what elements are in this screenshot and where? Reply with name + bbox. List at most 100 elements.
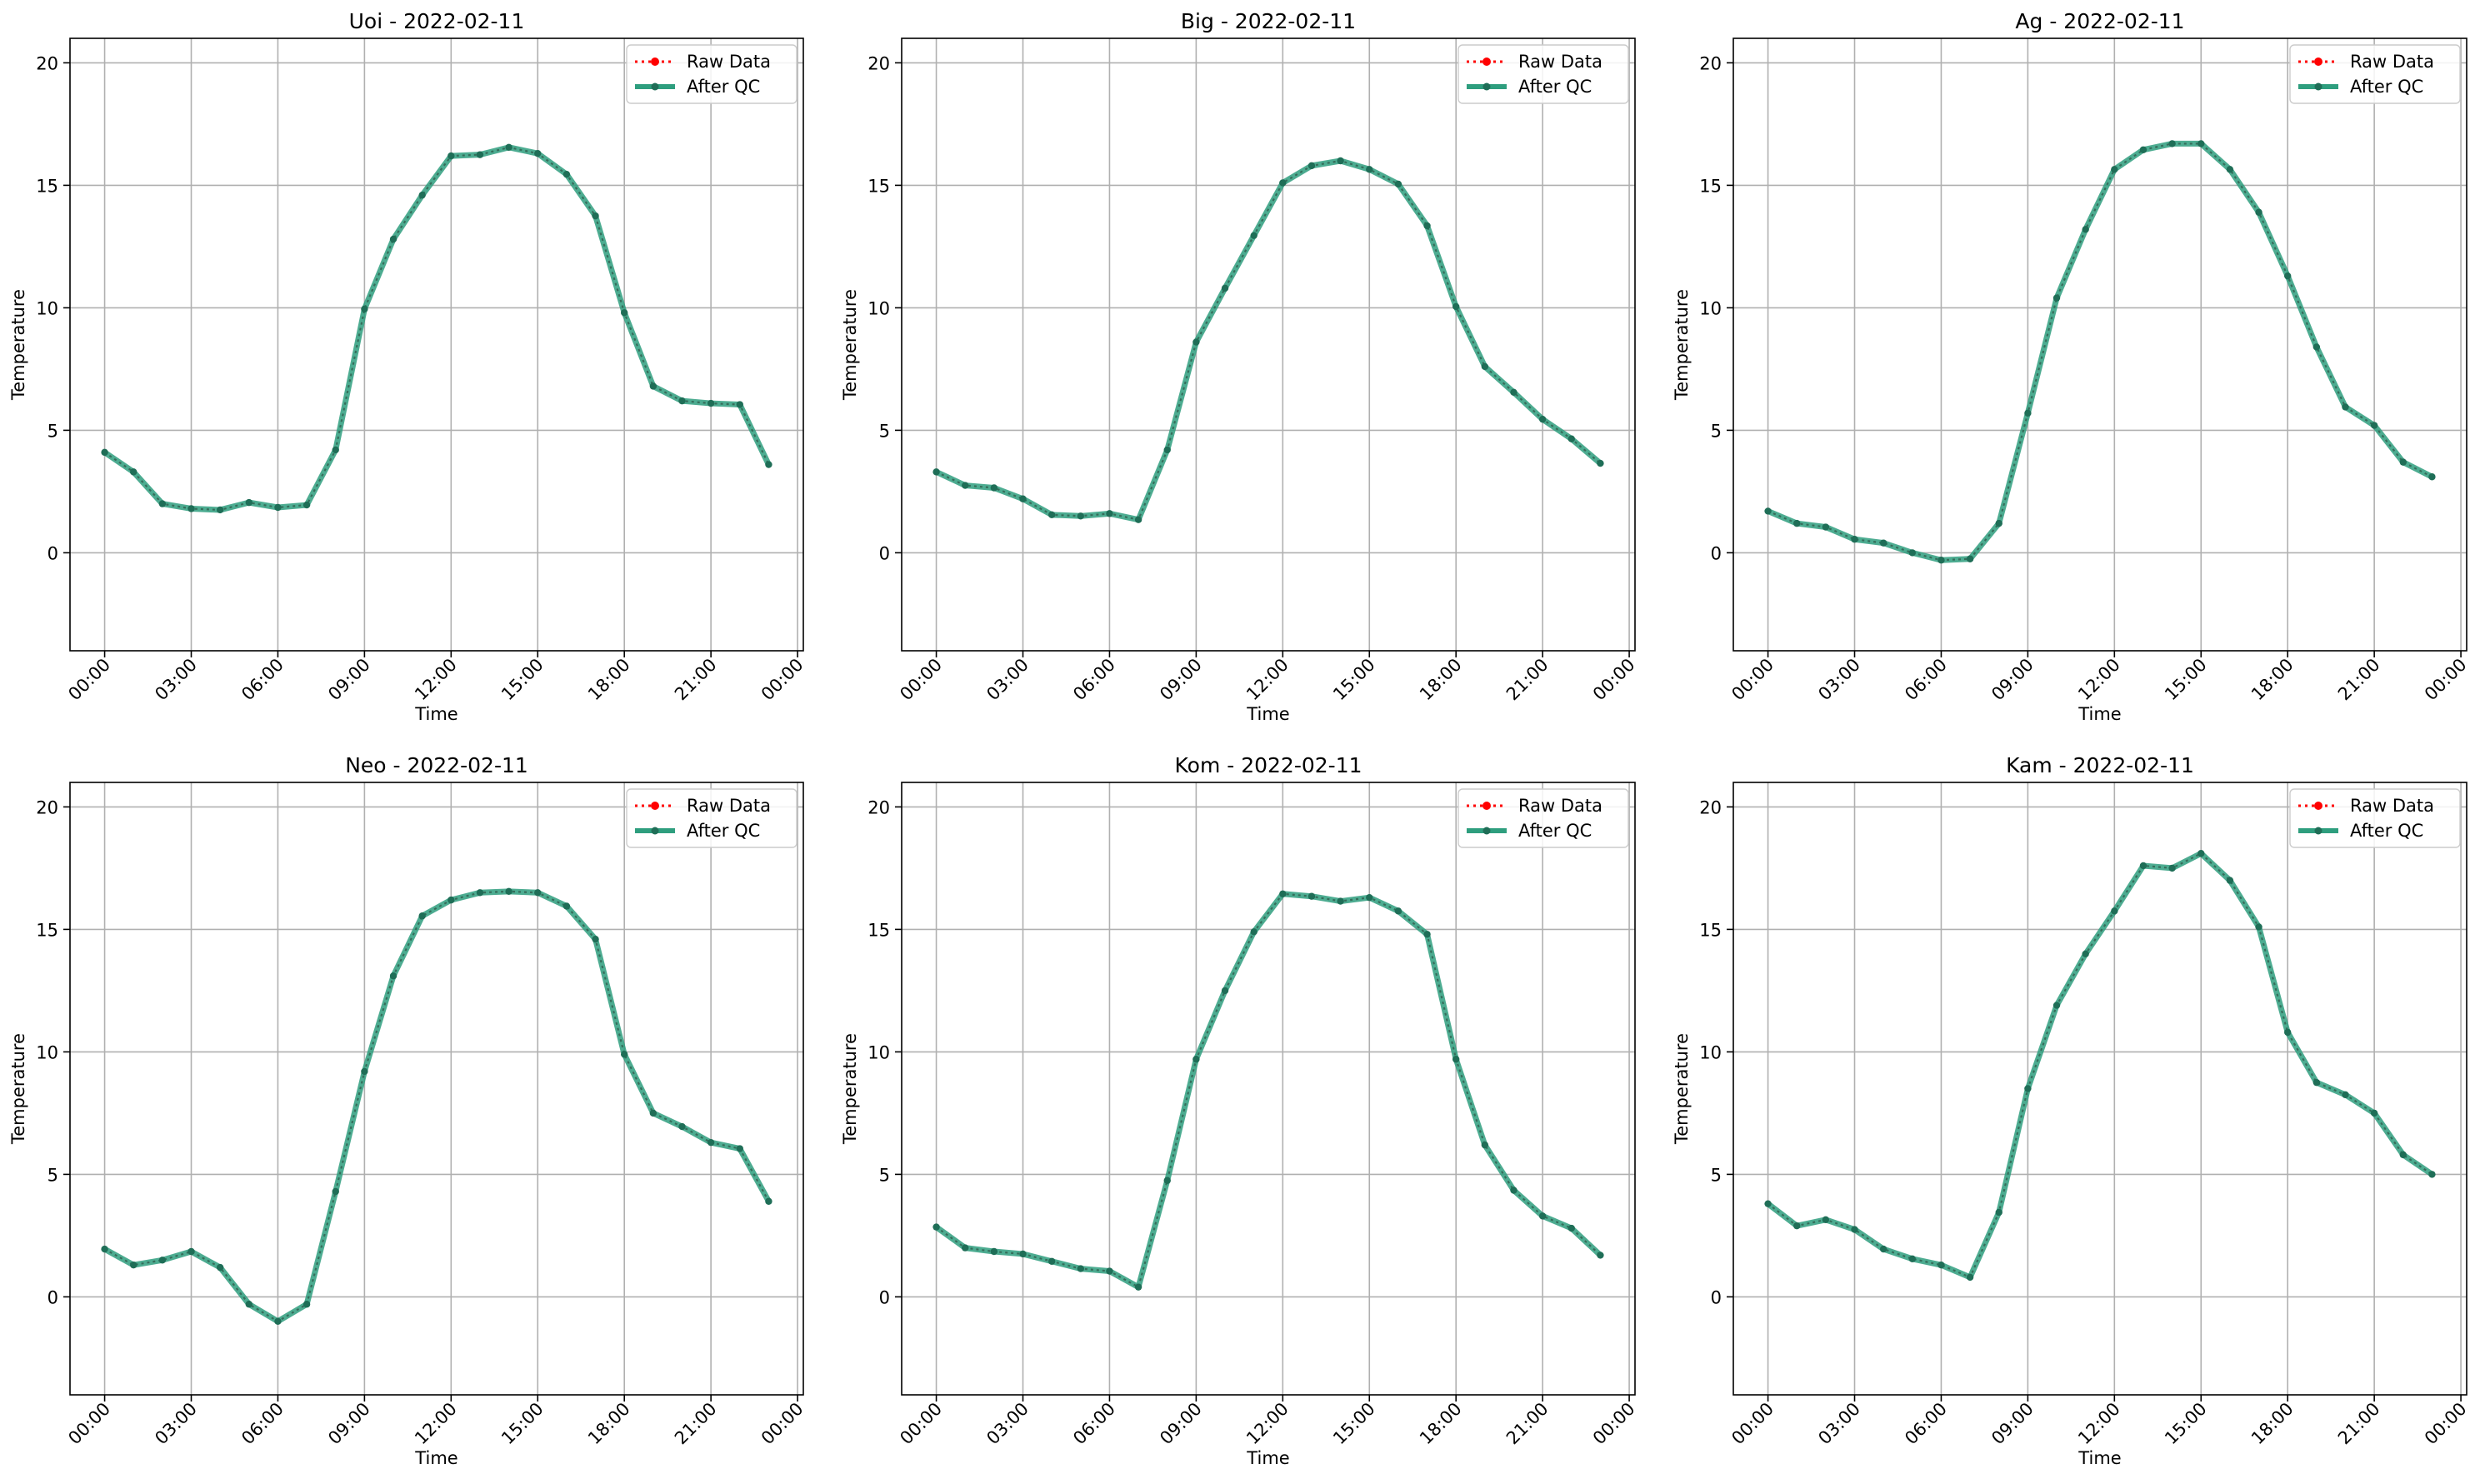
legend-label-after-qc: After QC: [2350, 77, 2423, 97]
series-line-after-qc: [935, 157, 1602, 523]
data-point-after-qc: [216, 1263, 224, 1272]
data-point-after-qc: [302, 501, 311, 509]
data-point-after-qc: [2255, 923, 2262, 931]
data-point-after-qc: [707, 1138, 715, 1147]
legend: Raw Data After QC: [1458, 44, 1629, 104]
data-point-after-qc: [1423, 931, 1431, 938]
data-point-after-qc: [1764, 507, 1772, 515]
x-tick-label: 21:00: [671, 655, 721, 705]
x-tick-label: 00:00: [758, 655, 808, 705]
data-point-after-qc: [2082, 226, 2089, 233]
data-point-after-qc: [1106, 1267, 1113, 1275]
data-point-after-qc: [2111, 907, 2118, 915]
data-point-after-qc: [1481, 1141, 1489, 1149]
x-tick-label: 21:00: [1502, 655, 1552, 705]
x-tick-label: 03:00: [982, 1399, 1032, 1449]
data-point-after-qc: [1279, 179, 1287, 187]
y-tick-label: 0: [48, 543, 58, 563]
series-line-after-qc: [1766, 850, 2434, 1281]
data-point-after-qc: [245, 1301, 253, 1308]
x-tick-label: 00:00: [1728, 655, 1778, 705]
x-tick-label: 12:00: [2074, 655, 2124, 705]
data-point-after-qc: [990, 1247, 998, 1256]
y-axis-label: Temperature: [840, 289, 860, 401]
data-point-after-qc: [1337, 897, 1344, 905]
chart-panel-4: 0 5 10 15 20 00:00 03:00 06:00 09:00 12:00 15:00 18…: [8, 753, 808, 1468]
legend-marker-after-qc: [651, 827, 659, 835]
data-point-after-qc: [216, 506, 224, 514]
x-tick-label: 00:00: [1589, 655, 1639, 705]
data-point-after-qc: [418, 191, 426, 199]
x-tick-label: 12:00: [2074, 1399, 2124, 1449]
legend-marker-after-qc: [1482, 827, 1491, 835]
y-tick-label: 0: [879, 1287, 890, 1307]
data-point-after-qc: [2399, 458, 2407, 466]
data-point-after-qc: [1879, 1245, 1888, 1253]
data-point-after-qc: [1163, 446, 1171, 454]
y-tick-label: 20: [1699, 797, 1722, 817]
x-tick-label: 03:00: [151, 1399, 201, 1449]
data-point-after-qc: [1308, 162, 1316, 170]
data-point-after-qc: [736, 1145, 743, 1152]
x-axis-label: Time: [2078, 1448, 2121, 1468]
data-point-after-qc: [678, 397, 686, 405]
chart-title: Neo - 2022-02-11: [345, 753, 528, 777]
data-point-after-qc: [1966, 555, 1974, 562]
series-line-after-qc: [934, 891, 1602, 1291]
series-line-after-qc: [1767, 140, 2434, 563]
y-axis-label: Temperature: [8, 1033, 28, 1145]
x-tick-label: 03:00: [151, 655, 201, 705]
axes-frame: [69, 782, 804, 1396]
data-point-after-qc: [2312, 1078, 2321, 1087]
x-tick-label: 15:00: [1329, 1399, 1379, 1449]
data-point-after-qc: [1568, 1224, 1575, 1232]
y-tick-label: 20: [868, 797, 890, 817]
x-tick-label: 15:00: [498, 1399, 548, 1449]
x-axis-label: Time: [1246, 1448, 1289, 1468]
axes-frame: [69, 37, 804, 652]
data-point-after-qc: [2111, 166, 2118, 173]
x-tick-label: 03:00: [1814, 1399, 1864, 1449]
data-point-after-qc: [562, 902, 571, 910]
y-axis-label: Temperature: [1672, 289, 1692, 401]
x-tick-label: 21:00: [671, 1399, 721, 1449]
legend-label-raw-data: Raw Data: [2350, 52, 2434, 72]
data-point-after-qc: [158, 500, 167, 507]
data-point-after-qc: [962, 482, 969, 489]
data-point-after-qc: [765, 461, 772, 468]
data-point-after-qc: [2168, 864, 2176, 872]
legend-marker-raw-data: [1482, 802, 1491, 810]
y-axis-label: Temperature: [8, 289, 28, 401]
x-tick-label: 00:00: [1589, 1399, 1639, 1449]
legend: Raw Data After QC: [1458, 788, 1629, 848]
y-tick-label: 5: [879, 1165, 890, 1185]
data-point-after-qc: [1250, 232, 1258, 239]
data-point-after-qc: [1597, 459, 1604, 467]
data-point-after-qc: [1822, 1216, 1830, 1223]
y-tick-label: 15: [1699, 920, 1722, 940]
data-point-after-qc: [418, 912, 426, 920]
data-point-after-qc: [1908, 549, 1917, 557]
x-tick-label: 03:00: [982, 655, 1032, 705]
data-point-after-qc: [476, 151, 484, 158]
x-tick-label: 06:00: [238, 1399, 288, 1449]
x-tick-label: 21:00: [2334, 655, 2384, 705]
data-point-after-qc: [332, 1187, 339, 1196]
axes-frame: [1732, 782, 2468, 1396]
chart-title: Uoi - 2022-02-11: [349, 9, 525, 33]
x-tick-label: 00:00: [64, 655, 114, 705]
data-point-after-qc: [361, 1067, 368, 1076]
y-tick-label: 5: [48, 421, 58, 441]
data-point-after-qc: [1221, 987, 1229, 995]
legend-marker-raw-data: [2314, 57, 2322, 66]
data-point-after-qc: [1106, 510, 1113, 517]
x-tick-label: 15:00: [2161, 1399, 2211, 1449]
x-tick-label: 00:00: [896, 655, 946, 705]
series-line-raw-data: [103, 146, 770, 512]
legend-marker-after-qc: [1482, 82, 1491, 91]
data-point-after-qc: [620, 1051, 628, 1058]
x-tick-label: 00:00: [64, 1399, 114, 1449]
data-point-after-qc: [389, 972, 398, 980]
data-point-after-qc: [1481, 362, 1489, 371]
x-tick-label: 18:00: [1416, 1399, 1466, 1449]
